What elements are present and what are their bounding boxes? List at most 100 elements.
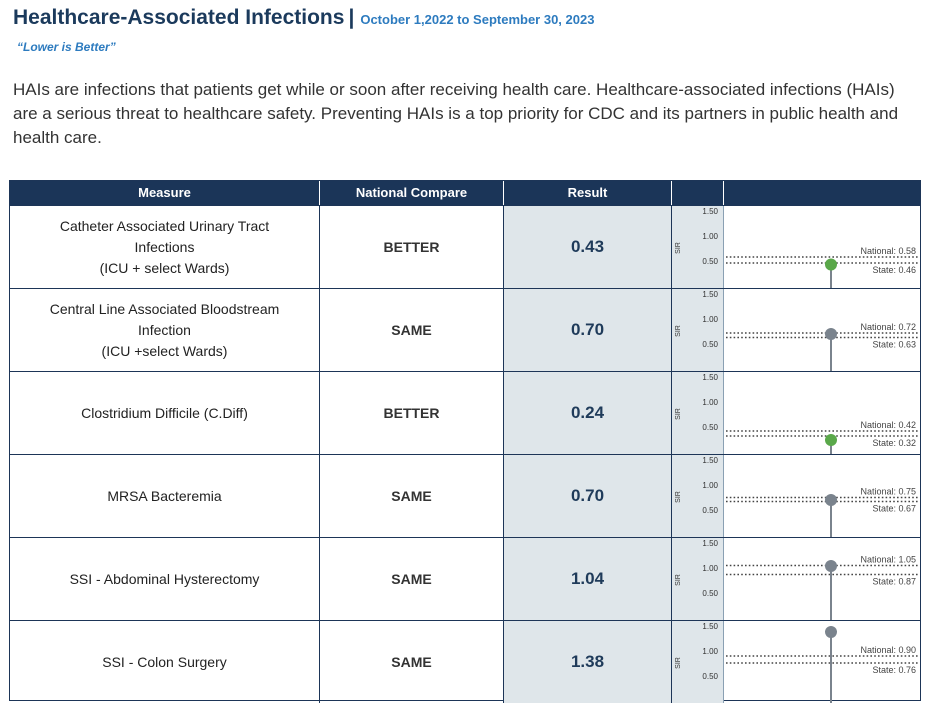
sir-tick-label: 0.50 (702, 672, 718, 681)
sir-tick-label: 0.50 (702, 257, 718, 266)
sir-axis-label: SIR (675, 491, 682, 503)
state-reference-label: State: 0.32 (872, 438, 916, 448)
table-header: Measure National Compare Result (10, 181, 920, 205)
state-reference-label: State: 0.46 (872, 265, 916, 275)
sir-tick-label: 1.50 (702, 456, 718, 465)
measure-cell: Catheter Associated Urinary Tract Infecti… (10, 206, 320, 288)
sir-chart: National: 0.90 State: 0.76 (726, 626, 918, 703)
sir-tick-label: 1.50 (702, 290, 718, 299)
intro-text: HAIs are infections that patients get wh… (13, 80, 899, 147)
national-reference-label: National: 0.90 (860, 645, 916, 655)
table-row: MRSA Bacteremia SAME 0.70 SIR 1.50 1.00 0.50 Na… (10, 454, 920, 537)
table-row: SSI - Colon Surgery SAME 1.38 SIR 1.50 1.00 0.… (10, 620, 920, 703)
sir-tick-label: 1.50 (702, 539, 718, 548)
sir-axis: SIR 1.50 1.00 0.50 (675, 622, 719, 681)
sir-chart-cell: National: 0.42 State: 0.32 (724, 372, 920, 454)
national-reference-label: National: 0.72 (860, 322, 916, 332)
sir-tick-label: 1.50 (702, 373, 718, 382)
sir-chart-cell: National: 0.75 State: 0.67 (724, 455, 920, 537)
column-header-result: Result (504, 181, 672, 205)
national-compare-cell: BETTER (320, 206, 504, 288)
measure-cell: MRSA Bacteremia (10, 455, 320, 537)
sir-axis-cell: SIR 1.50 1.00 0.50 (672, 455, 724, 537)
column-header-measure: Measure (10, 181, 320, 205)
result-point (825, 328, 837, 340)
sir-tick-label: 1.00 (702, 232, 718, 241)
sir-chart-cell: National: 0.90 State: 0.76 (724, 621, 920, 703)
sir-axis: SIR 1.50 1.00 0.50 (675, 373, 719, 432)
sir-axis: SIR 1.50 1.00 0.50 (675, 290, 719, 349)
sir-chart: National: 0.42 State: 0.32 (726, 420, 918, 454)
sir-axis: SIR 1.50 1.00 0.50 (675, 456, 719, 515)
measure-cell: SSI - Abdominal Hysterectomy (10, 538, 320, 620)
measure-line: Infection (138, 321, 191, 338)
state-reference-label: State: 0.63 (872, 340, 916, 350)
table-row: Catheter Associated Urinary Tract Infecti… (10, 205, 920, 288)
sir-chart: National: 0.58 State: 0.46 (726, 246, 918, 288)
result-cell: 0.70 (504, 289, 672, 371)
measure-line: Catheter Associated Urinary Tract (59, 217, 270, 234)
column-header-axis (672, 181, 724, 205)
sir-tick-label: 1.00 (702, 647, 718, 656)
national-reference-label: National: 0.42 (860, 420, 916, 430)
national-reference-label: National: 0.75 (860, 487, 916, 497)
measure-line: (ICU +select Wards) (101, 342, 228, 359)
measure-line: Clostridium Difficile (C.Diff) (81, 404, 248, 421)
sir-axis-cell: SIR 1.50 1.00 0.50 (672, 538, 724, 620)
result-point (825, 434, 837, 446)
measure-line: Central Line Associated Bloodstream (49, 300, 280, 317)
table-row: Central Line Associated Bloodstream Infec… (10, 288, 920, 371)
reporting-period: October 1,2022 to September 30, 2023 (360, 12, 595, 27)
result-cell: 0.43 (504, 206, 672, 288)
lower-is-better-note: “Lower is Better” (17, 40, 116, 54)
sir-chart: National: 1.05 State: 0.87 (726, 555, 918, 620)
sir-axis-cell: SIR 1.50 1.00 0.50 (672, 372, 724, 454)
national-compare-cell: SAME (320, 538, 504, 620)
national-compare-cell: SAME (320, 289, 504, 371)
state-reference-label: State: 0.87 (872, 577, 916, 587)
measure-cell: SSI - Colon Surgery (10, 621, 320, 703)
table-row: Clostridium Difficile (C.Diff) BETTER 0.24… (10, 371, 920, 454)
measure-line: MRSA Bacteremia (107, 487, 222, 504)
sir-tick-label: 1.00 (702, 398, 718, 407)
sir-tick-label: 0.50 (702, 340, 718, 349)
measure-line: SSI - Abdominal Hysterectomy (69, 570, 260, 587)
page-title: Healthcare-Associated Infections (13, 6, 345, 29)
measure-line: (ICU + select Wards) (99, 259, 230, 276)
table-row: SSI - Abdominal Hysterectomy SAME 1.04 SIR 1… (10, 537, 920, 620)
sir-tick-label: 0.50 (702, 423, 718, 432)
sir-tick-label: 1.50 (702, 622, 718, 631)
sir-chart: National: 0.75 State: 0.67 (726, 487, 918, 537)
column-header-chart (724, 181, 920, 205)
sir-tick-label: 1.00 (702, 564, 718, 573)
result-cell: 1.38 (504, 621, 672, 703)
title-separator: | (348, 6, 355, 29)
result-cell: 1.04 (504, 538, 672, 620)
measure-line: SSI - Colon Surgery (102, 653, 227, 670)
sir-axis: SIR 1.50 1.00 0.50 (675, 207, 719, 266)
sir-axis-cell: SIR 1.50 1.00 0.50 (672, 206, 724, 288)
measure-cell: Clostridium Difficile (C.Diff) (10, 372, 320, 454)
page-header: Healthcare-Associated Infections | October… (13, 6, 594, 30)
sir-axis-label: SIR (675, 657, 682, 669)
sir-chart: National: 0.72 State: 0.63 (726, 322, 918, 371)
sir-axis-label: SIR (675, 242, 682, 254)
national-compare-cell: SAME (320, 621, 504, 703)
sir-chart-cell: National: 0.58 State: 0.46 (724, 206, 920, 288)
measure-cell: Central Line Associated Bloodstream Infec… (10, 289, 320, 371)
sir-axis-cell: SIR 1.50 1.00 0.50 (672, 621, 724, 703)
column-header-national-compare: National Compare (320, 181, 504, 205)
result-point (825, 258, 837, 271)
sir-axis: SIR 1.50 1.00 0.50 (675, 539, 719, 598)
result-cell: 0.24 (504, 372, 672, 454)
result-point (825, 494, 837, 506)
measure-line: Infections (134, 238, 195, 255)
national-reference-label: National: 1.05 (860, 555, 916, 565)
sir-tick-label: 0.50 (702, 506, 718, 515)
national-compare-cell: SAME (320, 455, 504, 537)
result-point (825, 626, 837, 638)
sir-tick-label: 1.00 (702, 315, 718, 324)
sir-axis-label: SIR (675, 408, 682, 420)
sir-axis-cell: SIR 1.50 1.00 0.50 (672, 289, 724, 371)
national-compare-cell: BETTER (320, 372, 504, 454)
